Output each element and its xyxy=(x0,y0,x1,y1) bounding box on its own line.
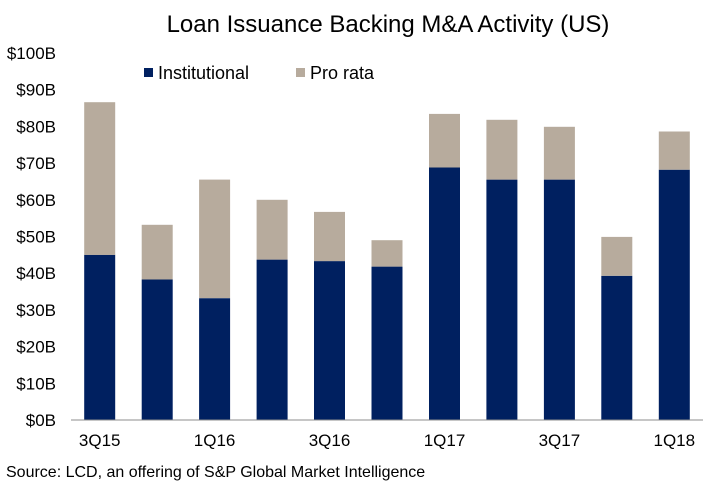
bar-pro-rata-1q17 xyxy=(429,113,460,168)
y-tick-label: $40B xyxy=(16,264,56,283)
x-tick-label: 3Q17 xyxy=(539,431,581,450)
bar-institutional-1q16 xyxy=(199,298,231,420)
legend-label-institutional: Institutional xyxy=(158,63,249,83)
chart-title: Loan Issuance Backing M&A Activity (US) xyxy=(167,11,610,38)
y-tick-label: $0B xyxy=(26,411,56,430)
bar-pro-rata-3q17 xyxy=(543,126,575,180)
x-tick-label: 3Q15 xyxy=(79,431,121,450)
y-tick-label: $30B xyxy=(16,301,56,320)
y-tick-label: $100B xyxy=(7,44,56,63)
bar-institutional-4q16 xyxy=(371,266,403,420)
legend-swatch-pro-rata xyxy=(296,68,305,77)
bar-pro-rata-2q17 xyxy=(486,119,518,180)
bar-pro-rata-2q16 xyxy=(256,199,288,260)
bar-institutional-1q17 xyxy=(429,167,460,420)
y-tick-label: $80B xyxy=(16,117,56,136)
bar-institutional-1q18 xyxy=(658,169,690,420)
x-tick-label: 1Q17 xyxy=(424,431,466,450)
y-tick-label: $20B xyxy=(16,338,56,357)
y-tick-label: $70B xyxy=(16,154,56,173)
bar-pro-rata-4q16 xyxy=(371,240,403,267)
y-tick-label: $50B xyxy=(16,228,56,247)
bar-institutional-3q17 xyxy=(543,179,575,420)
bar-institutional-2q17 xyxy=(486,179,518,420)
bar-institutional-2q16 xyxy=(256,259,288,420)
bar-pro-rata-4q17 xyxy=(601,236,633,276)
bar-institutional-4q15 xyxy=(141,279,173,420)
bar-pro-rata-3q16 xyxy=(314,211,345,262)
y-axis-tick-labels: $0B $10B $20B $30B $40B $50B $60B $70B $80B $90B $… xyxy=(7,44,56,430)
bar-pro-rata-4q15 xyxy=(141,224,173,280)
bar-pro-rata-1q18 xyxy=(658,131,690,170)
x-tick-label: 1Q18 xyxy=(654,431,696,450)
legend-label-pro-rata: Pro rata xyxy=(310,63,375,83)
bar-institutional-4q17 xyxy=(601,275,633,420)
x-axis-tick-labels: 3Q15 1Q16 3Q16 1Q17 3Q17 1Q18 xyxy=(79,431,695,450)
bar-pro-rata-1q16 xyxy=(199,179,231,299)
bar-institutional-3q16 xyxy=(314,261,345,420)
x-tick-label: 1Q16 xyxy=(194,431,236,450)
x-tick-label: 3Q16 xyxy=(309,431,351,450)
bar-series-group xyxy=(84,102,690,420)
legend: Institutional Pro rata xyxy=(144,63,375,83)
y-tick-label: $10B xyxy=(16,374,56,393)
legend-swatch-institutional xyxy=(144,68,153,77)
source-note: Source: LCD, an offering of S&P Global M… xyxy=(6,464,425,481)
y-tick-label: $60B xyxy=(16,191,56,210)
bar-pro-rata-3q15 xyxy=(84,102,116,255)
y-tick-label: $90B xyxy=(16,81,56,100)
bar-institutional-3q15 xyxy=(84,254,116,420)
